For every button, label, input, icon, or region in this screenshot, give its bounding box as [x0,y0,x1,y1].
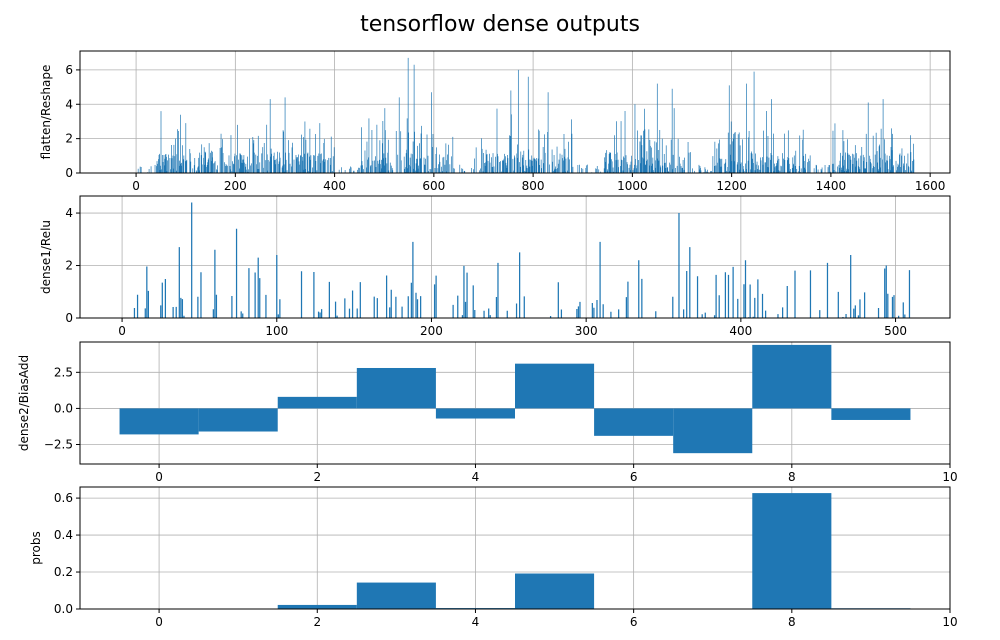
y-tick-label: 0 [65,166,73,180]
subplot-4: 0 2 4 6 8 10 0.0 0.2 0.4 0.6 probs [29,486,958,629]
x-tick-label: 1400 [816,179,847,193]
bar-2 [277,604,357,609]
x-tick-label: 4 [472,470,480,484]
y-tick-label: 4 [65,206,73,220]
y-axis-label: dense2/BiasAdd [17,355,31,451]
y-tick-label: 2 [65,132,73,146]
bar-5 [515,573,595,609]
bar-9 [831,408,911,420]
y-axis-label: probs [29,531,43,565]
bar-5 [515,363,595,409]
y-tick-label: 2 [65,259,73,273]
x-tick-label: 200 [420,324,443,338]
y-tick-label: 0.2 [54,565,73,579]
x-tick-label: 8 [788,615,796,629]
subplots: 0 200 400 600 800 1000 1200 1400 16000246flatten… [17,50,958,629]
y-tick-label: 6 [65,63,73,77]
x-tick-label: 0 [155,615,163,629]
y-tick-label: −2.5 [44,438,73,452]
subplot-3: 0 2 4 6 8 10 −2.5 0.0 2.5 dense2/BiasAdd [17,341,958,484]
axes-frame [79,486,951,610]
activation-bars [135,57,915,173]
x-tick-label: 6 [630,615,638,629]
figure-title: tensorflow dense outputs [360,12,640,37]
axes-frame [79,50,951,174]
x-tick-label: 2 [313,615,321,629]
activation-bars [133,202,911,318]
axes-frame [79,341,951,465]
bar-8 [752,344,832,409]
x-tick-label: 1000 [617,179,648,193]
x-tick-label: 0 [155,470,163,484]
y-axis-label: flatten/Reshape [39,65,53,160]
x-tick-label: 800 [522,179,545,193]
bars [135,57,915,173]
bars [119,344,911,454]
bar-3 [356,367,436,409]
subplot-1: 0 200 400 600 800 1000 1200 1400 1600 0 2 4 6 flatten… [39,50,951,193]
y-tick-label: 0.4 [54,528,73,542]
x-tick-label: 8 [788,470,796,484]
x-tick-label: 100 [265,324,288,338]
x-tick-label: 500 [884,324,907,338]
bar-6 [594,408,674,436]
bar-3 [356,582,436,609]
x-tick-label: 6 [630,470,638,484]
x-tick-label: 4 [472,615,480,629]
y-tick-label: 0.6 [54,491,73,505]
y-axis-label: dense1/Relu [39,220,53,294]
bar-0 [119,408,199,435]
x-tick-label: 0 [118,324,126,338]
x-tick-label: 600 [422,179,445,193]
x-tick-label: 2 [313,470,321,484]
subplot-2: 0 100 200 300 400 500 0 2 4 dense1/Relu [39,195,951,338]
y-tick-label: 4 [65,97,73,111]
bar-8 [752,493,832,609]
y-tick-label: 0.0 [54,401,73,415]
axes-frame [79,195,951,319]
x-tick-label: 400 [323,179,346,193]
x-tick-label: 1200 [716,179,747,193]
x-tick-label: 300 [575,324,598,338]
bar-7 [673,408,753,454]
bar-2 [277,396,357,409]
x-tick-label: 200 [224,179,247,193]
y-tick-label: 0.0 [54,602,73,616]
x-tick-label: 0 [132,179,140,193]
bars [133,202,911,318]
x-tick-label: 400 [729,324,752,338]
x-tick-label: 10 [942,615,957,629]
y-tick-label: 2.5 [54,365,73,379]
bar-4 [435,408,515,419]
bars [119,493,911,609]
y-tick-label: 0 [65,311,73,325]
x-tick-label: 10 [942,470,957,484]
bar-1 [198,408,278,432]
x-tick-label: 1600 [915,179,946,193]
